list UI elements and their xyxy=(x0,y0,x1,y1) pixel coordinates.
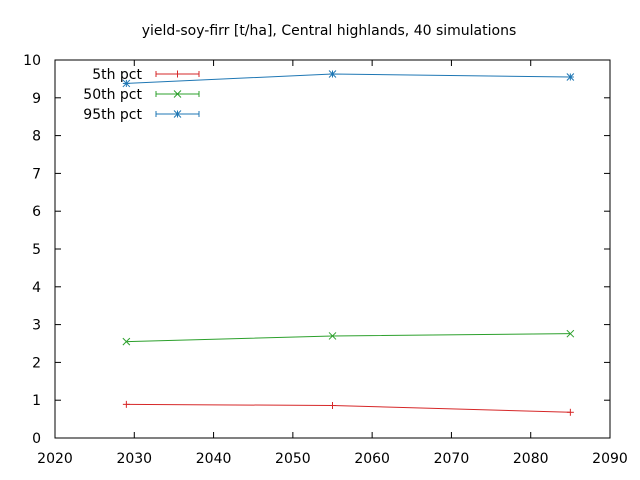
legend-label: 50th pct xyxy=(83,87,142,103)
x-tick-label: 2060 xyxy=(354,451,390,467)
y-tick-label: 7 xyxy=(32,166,41,182)
series-line xyxy=(126,403,571,413)
series-line xyxy=(126,333,571,343)
data-point xyxy=(566,329,575,338)
chart-title: yield-soy-firr [t/ha], Central highlands… xyxy=(142,23,517,39)
legend-item: 50th pct xyxy=(83,87,200,103)
marker-stroke xyxy=(328,70,337,78)
x-tick-label: 2050 xyxy=(275,451,311,467)
legend-marker xyxy=(173,110,182,118)
y-tick-label: 2 xyxy=(32,355,41,371)
legend: 5th pct 50th pct 95th pct xyxy=(83,67,200,123)
data-point xyxy=(328,332,337,340)
marker-stroke xyxy=(122,79,131,88)
data-point xyxy=(566,73,575,81)
x-tick-label: 2040 xyxy=(196,451,232,467)
legend-item: 5th pct xyxy=(92,67,200,83)
marker-stroke xyxy=(173,110,182,118)
x-tick-label: 2020 xyxy=(37,451,73,467)
legend-marker xyxy=(174,70,181,78)
x-tick-label: 2080 xyxy=(513,451,549,467)
legend-label: 95th pct xyxy=(83,107,142,123)
data-point xyxy=(122,400,130,408)
x-axis: 2020 2030 2040 2050 2060 2070 2080 2090 xyxy=(37,60,628,467)
y-tick-label: 5 xyxy=(32,242,41,258)
data-point xyxy=(329,401,336,409)
y-tick-label: 1 xyxy=(32,393,41,409)
legend-marker xyxy=(173,90,182,98)
marker-stroke xyxy=(566,73,575,81)
x-tick-label: 2070 xyxy=(434,451,470,467)
y-tick-label: 0 xyxy=(32,431,41,447)
series-line xyxy=(126,73,571,84)
series-layer xyxy=(122,70,575,416)
series-2 xyxy=(122,70,575,88)
y-tick-label: 9 xyxy=(32,91,41,107)
marker-stroke xyxy=(328,332,337,340)
marker-stroke xyxy=(173,90,182,98)
y-tick-label: 8 xyxy=(32,129,41,145)
y-axis: 0 1 2 3 4 5 6 7 8 9 10 xyxy=(23,53,610,447)
y-tick-label: 6 xyxy=(32,204,41,220)
x-tick-label: 2090 xyxy=(592,451,628,467)
data-point xyxy=(566,408,574,416)
y-tick-label: 4 xyxy=(32,280,41,296)
data-point xyxy=(122,337,131,346)
legend-item: 95th pct xyxy=(83,107,200,123)
x-tick-label: 2030 xyxy=(116,451,152,467)
y-tick-label: 3 xyxy=(32,318,41,334)
data-point xyxy=(328,70,337,78)
data-point xyxy=(122,79,131,88)
series-1 xyxy=(122,329,575,346)
marker-stroke xyxy=(566,329,575,338)
marker-stroke xyxy=(122,337,131,346)
series-0 xyxy=(122,400,574,416)
y-tick-label: 10 xyxy=(23,53,41,69)
legend-label: 5th pct xyxy=(92,67,142,83)
